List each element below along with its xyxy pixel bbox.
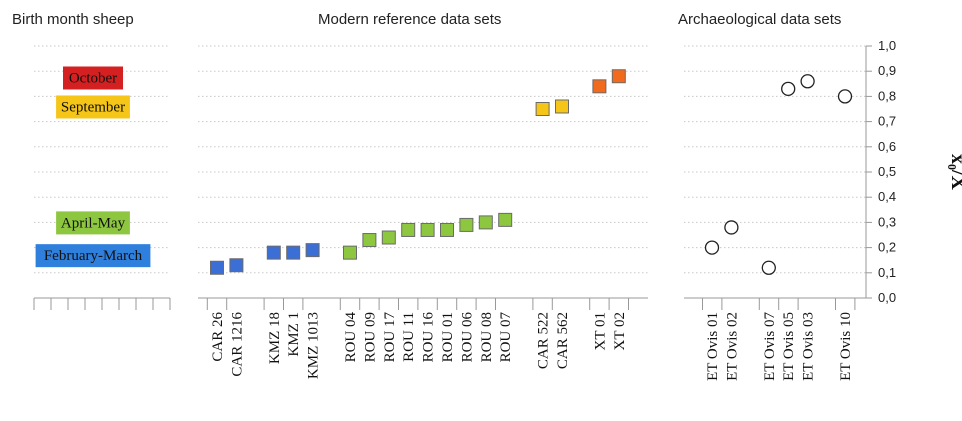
month-band-label: April-May	[61, 215, 126, 231]
month-band-label: October	[69, 71, 117, 87]
category-label: ROU 04	[343, 312, 359, 363]
month-band	[63, 66, 123, 90]
data-point	[305, 243, 320, 258]
category-label: KMZ 1	[286, 312, 302, 357]
category-label: KMZ 18	[267, 312, 283, 364]
category-label: ET Ovis 01	[705, 312, 721, 381]
data-point	[704, 240, 720, 255]
data-point	[592, 79, 607, 94]
month-band	[56, 211, 130, 235]
data-point	[343, 245, 357, 260]
data-point	[420, 222, 435, 237]
y-tick-label: 0,3	[878, 214, 896, 229]
data-point	[401, 222, 416, 237]
month-band-label: September	[61, 99, 125, 115]
category-label: XT 02	[612, 312, 628, 350]
category-label: XT 01	[592, 312, 608, 350]
category-label: ROU 07	[498, 312, 514, 363]
data-point	[362, 233, 377, 248]
month-band-label: February-March	[44, 248, 143, 264]
category-label: ROU 11	[401, 312, 417, 362]
category-label: ROU 16	[421, 312, 437, 363]
category-label: ROU 08	[479, 312, 495, 362]
data-point	[381, 230, 396, 245]
header-archaeological: Archaeological data sets	[678, 11, 841, 28]
data-point	[837, 89, 853, 104]
y-tick-label: 0,5	[878, 164, 896, 179]
category-label: CAR 1216	[229, 312, 245, 377]
y-tick-label: 0,9	[878, 63, 896, 78]
data-point	[781, 81, 796, 96]
month-band	[56, 95, 130, 119]
y-tick-label: 0,6	[878, 139, 896, 154]
header-modern: Modern reference data sets	[318, 11, 501, 28]
data-point	[611, 69, 626, 84]
category-label: ET Ovis 07	[762, 312, 778, 381]
y-tick-label: 0,7	[878, 114, 896, 129]
data-point	[800, 74, 815, 89]
data-point	[266, 245, 281, 260]
data-point	[761, 260, 776, 275]
data-point	[478, 215, 493, 230]
category-label: CAR 562	[555, 312, 571, 369]
data-point	[535, 102, 550, 116]
data-point	[229, 258, 244, 273]
y-axis-label: x₀/X	[947, 154, 962, 191]
data-point	[724, 220, 739, 235]
y-tick-label: 0,8	[878, 88, 896, 103]
y-tick-label: 0,0	[878, 290, 896, 305]
y-tick-label: 0,1	[878, 265, 896, 280]
category-label: CAR 522	[536, 312, 552, 369]
header-birth-month: Birth month sheep	[12, 11, 134, 28]
category-label: ET Ovis 10	[838, 312, 854, 381]
y-tick-label: 0,4	[878, 189, 896, 204]
category-label: ROU 09	[362, 312, 378, 362]
data-point	[555, 99, 569, 114]
data-point	[286, 245, 301, 260]
y-tick-label: 1,0	[878, 38, 896, 53]
data-point	[210, 260, 224, 275]
data-point	[459, 217, 474, 232]
month-band	[35, 244, 151, 268]
data-point	[498, 212, 513, 227]
category-label: ROU 06	[459, 312, 475, 363]
category-label: ET Ovis 03	[801, 312, 817, 381]
category-label: ROU 17	[382, 312, 398, 363]
y-tick-label: 0,2	[878, 240, 896, 255]
category-label: ROU 01	[440, 312, 456, 362]
category-label: KMZ 1013	[306, 312, 322, 379]
category-label: CAR 26	[210, 312, 226, 362]
data-point	[440, 222, 454, 237]
category-label: ET Ovis 02	[724, 312, 740, 381]
category-label: ET Ovis 05	[781, 312, 797, 381]
